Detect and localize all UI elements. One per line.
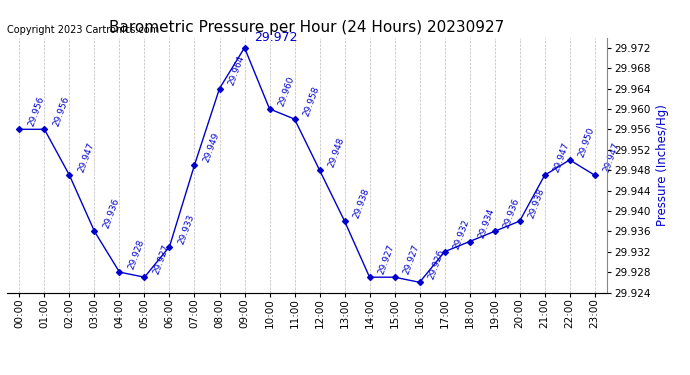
Text: 29.938: 29.938 (351, 187, 371, 220)
Text: 29.947: 29.947 (602, 141, 621, 174)
Text: 29.926: 29.926 (426, 248, 446, 281)
Text: 29.949: 29.949 (201, 131, 221, 164)
Text: 29.964: 29.964 (226, 54, 246, 87)
Y-axis label: Pressure (Inches/Hg): Pressure (Inches/Hg) (656, 104, 669, 226)
Text: 29.936: 29.936 (101, 197, 121, 230)
Text: 29.934: 29.934 (477, 207, 495, 240)
Text: 29.960: 29.960 (277, 75, 296, 108)
Title: Barometric Pressure per Hour (24 Hours) 20230927: Barometric Pressure per Hour (24 Hours) … (110, 20, 504, 35)
Text: 29.950: 29.950 (577, 126, 596, 159)
Text: 29.947: 29.947 (77, 141, 95, 174)
Text: 29.928: 29.928 (126, 238, 146, 271)
Text: 29.947: 29.947 (551, 141, 571, 174)
Text: 29.938: 29.938 (526, 187, 546, 220)
Text: 29.936: 29.936 (502, 197, 521, 230)
Text: 29.958: 29.958 (302, 85, 321, 118)
Text: 29.927: 29.927 (151, 243, 170, 276)
Text: 29.956: 29.956 (51, 95, 70, 128)
Text: 29.927: 29.927 (402, 243, 421, 276)
Text: 29.956: 29.956 (26, 95, 46, 128)
Text: 29.927: 29.927 (377, 243, 395, 276)
Text: 29.932: 29.932 (451, 218, 471, 250)
Text: 29.933: 29.933 (177, 213, 196, 245)
Text: 29.972: 29.972 (254, 30, 298, 44)
Text: 29.948: 29.948 (326, 136, 346, 169)
Text: Copyright 2023 Cartronics.com: Copyright 2023 Cartronics.com (7, 25, 159, 35)
